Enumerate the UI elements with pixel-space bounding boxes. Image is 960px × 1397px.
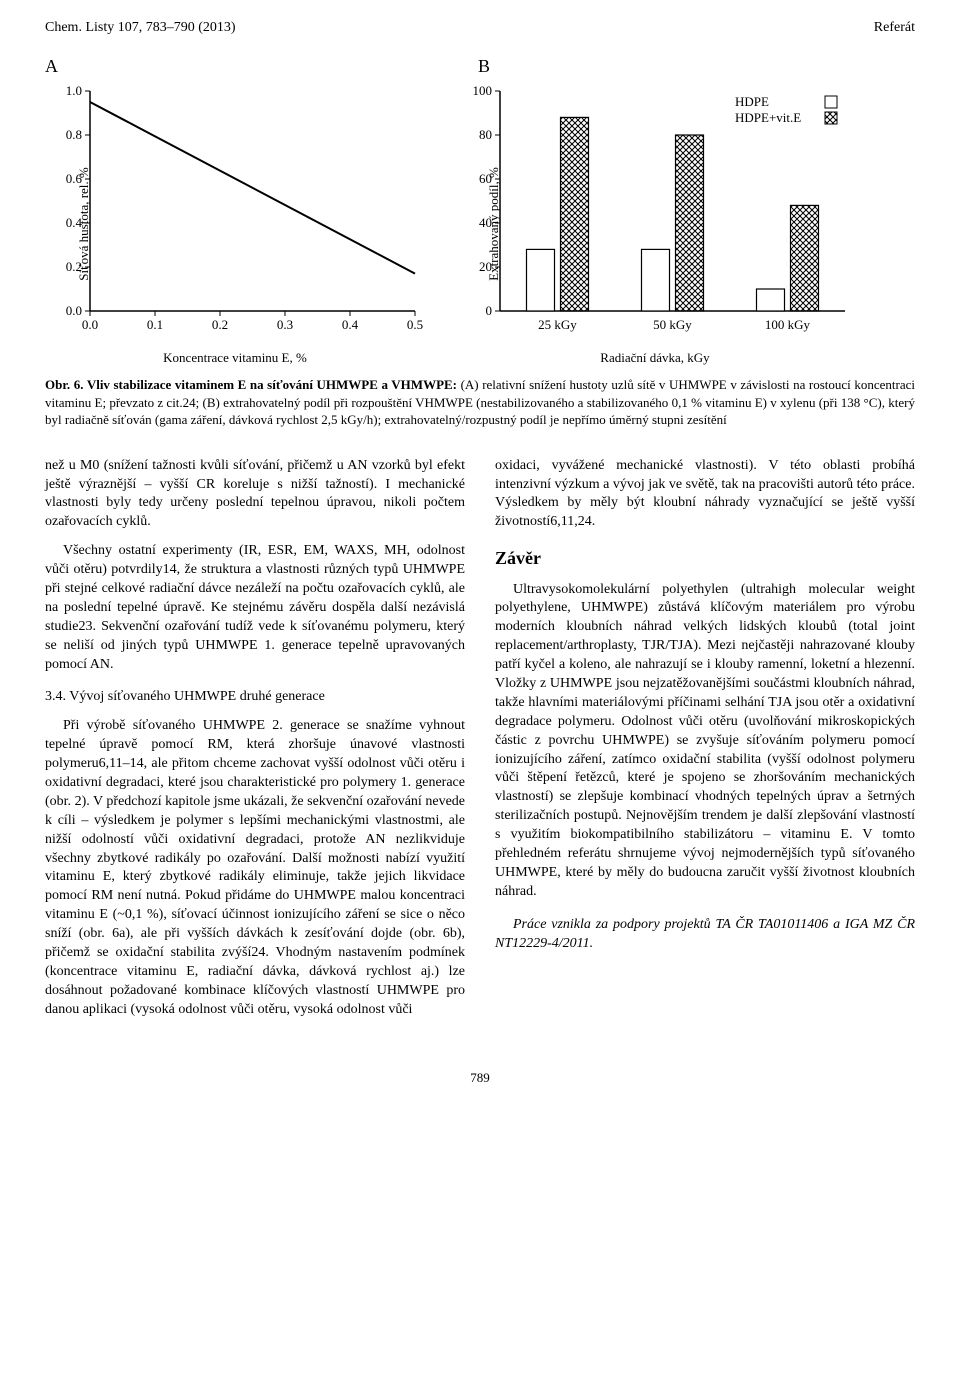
acknowledgement: Práce vznikla za podpory projektů TA ČR … bbox=[495, 916, 915, 954]
page-header: Chem. Listy 107, 783–790 (2013) Referát bbox=[45, 20, 915, 36]
svg-text:HDPE: HDPE bbox=[735, 94, 769, 109]
left-p1: než u M0 (snížení tažnosti kvůli síťován… bbox=[45, 457, 465, 533]
svg-text:0: 0 bbox=[486, 303, 493, 318]
conclusion-heading: Závěr bbox=[495, 546, 915, 570]
svg-text:50 kGy: 50 kGy bbox=[653, 317, 692, 332]
page-number: 789 bbox=[45, 1070, 915, 1086]
chart-a: Síťová hustota, rel. % 0.0 0.1 0.2 0.3 0.4 0.… bbox=[45, 81, 425, 366]
svg-text:0.0: 0.0 bbox=[82, 317, 98, 332]
svg-text:25 kGy: 25 kGy bbox=[538, 317, 577, 332]
svg-text:0.4: 0.4 bbox=[342, 317, 359, 332]
chart-b: Extrahovaný podíl, % 02040608010025 kGy5… bbox=[455, 81, 855, 366]
right-column: oxidaci, vyvážené mechanické vlastnosti)… bbox=[495, 457, 915, 1030]
svg-text:1.0: 1.0 bbox=[66, 83, 82, 98]
left-p3: Při výrobě síťovaného UHMWPE 2. generace… bbox=[45, 717, 465, 1019]
panel-b-label: B bbox=[478, 56, 490, 77]
section-34-heading: 3.4. Vývoj síťovaného UHMWPE druhé gener… bbox=[45, 688, 465, 707]
svg-text:0.1: 0.1 bbox=[147, 317, 163, 332]
body-columns: než u M0 (snížení tažnosti kvůli síťován… bbox=[45, 457, 915, 1030]
svg-text:100: 100 bbox=[473, 83, 493, 98]
charts-row: Síťová hustota, rel. % 0.0 0.1 0.2 0.3 0.4 0.… bbox=[45, 81, 915, 366]
panel-labels: A B bbox=[45, 56, 915, 77]
svg-text:80: 80 bbox=[479, 127, 492, 142]
chart-a-ylabel: Síťová hustota, rel. % bbox=[76, 167, 92, 281]
figure-caption: Obr. 6. Vliv stabilizace vitaminem E na … bbox=[45, 376, 915, 429]
right-p1: oxidaci, vyvážené mechanické vlastnosti)… bbox=[495, 457, 915, 533]
svg-text:100 kGy: 100 kGy bbox=[765, 317, 811, 332]
svg-text:0.8: 0.8 bbox=[66, 127, 82, 142]
right-p2: Ultravysokomolekulární polyethylen (ultr… bbox=[495, 581, 915, 902]
left-p2: Všechny ostatní experimenty (IR, ESR, EM… bbox=[45, 542, 465, 674]
chart-a-svg: 0.00.10.20.30.40.50.00.20.40.60.81.0 bbox=[45, 81, 425, 341]
left-column: než u M0 (snížení tažnosti kvůli síťován… bbox=[45, 457, 465, 1030]
chart-b-svg: 02040608010025 kGy50 kGy100 kGyHDPEHDPE+… bbox=[455, 81, 855, 341]
panel-a-label: A bbox=[45, 56, 58, 77]
header-right: Referát bbox=[874, 20, 915, 36]
header-left: Chem. Listy 107, 783–790 (2013) bbox=[45, 20, 236, 36]
svg-text:0.5: 0.5 bbox=[407, 317, 423, 332]
chart-b-ylabel: Extrahovaný podíl, % bbox=[486, 167, 502, 281]
svg-text:0.0: 0.0 bbox=[66, 303, 82, 318]
svg-text:0.3: 0.3 bbox=[277, 317, 293, 332]
svg-text:0.2: 0.2 bbox=[212, 317, 228, 332]
chart-a-xlabel: Koncentrace vitaminu E, % bbox=[45, 350, 425, 366]
chart-b-xlabel: Radiační dávka, kGy bbox=[455, 350, 855, 366]
svg-text:HDPE+vit.E: HDPE+vit.E bbox=[735, 110, 801, 125]
caption-label: Obr. 6. Vliv stabilizace vitaminem E na … bbox=[45, 377, 457, 392]
